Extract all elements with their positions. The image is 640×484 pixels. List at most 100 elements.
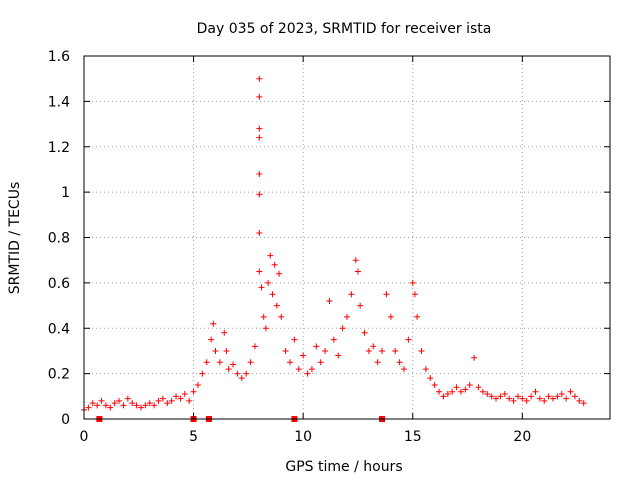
data-point <box>269 291 276 298</box>
x-tick-label: 20 <box>513 429 531 445</box>
data-point <box>379 347 386 354</box>
data-point <box>462 386 469 393</box>
data-point <box>405 336 412 343</box>
data-point <box>186 397 193 404</box>
data-point <box>265 279 272 286</box>
y-tick-label: 1.4 <box>48 94 70 110</box>
data-point <box>348 291 355 298</box>
data-point <box>418 347 425 354</box>
data-point <box>466 381 473 388</box>
chart-title: Day 035 of 2023, SRMTID for receiver ist… <box>197 21 492 37</box>
y-tick-label: 1.2 <box>48 140 70 156</box>
data-point <box>210 320 217 327</box>
data-point <box>361 329 368 336</box>
data-point <box>411 291 418 298</box>
data-point <box>475 384 482 391</box>
data-point <box>155 397 162 404</box>
data-point <box>137 404 144 411</box>
data-point <box>550 395 557 402</box>
data-point <box>142 402 149 409</box>
x-tick-label: 5 <box>189 429 198 445</box>
data-point <box>94 402 101 409</box>
y-tick-label: 1.6 <box>48 49 70 65</box>
data-points <box>81 75 587 413</box>
data-point <box>519 395 526 402</box>
data-point <box>234 370 241 377</box>
data-point <box>256 268 263 275</box>
data-point <box>383 291 390 298</box>
data-point <box>164 400 171 407</box>
y-tick-label: 1 <box>61 185 70 201</box>
data-point <box>558 391 565 398</box>
y-tick-label: 0.6 <box>48 276 70 292</box>
data-point <box>322 347 329 354</box>
y-tick-label: 0.8 <box>48 231 70 247</box>
data-point <box>273 302 280 309</box>
data-point <box>506 395 513 402</box>
data-point <box>256 93 263 100</box>
data-point <box>414 313 421 320</box>
data-point <box>400 366 407 373</box>
data-point <box>392 347 399 354</box>
data-point <box>514 393 521 400</box>
data-point <box>335 352 342 359</box>
data-point <box>422 366 429 373</box>
data-point <box>536 395 543 402</box>
data-point <box>238 375 245 382</box>
data-point <box>276 270 283 277</box>
y-axis-label: SRMTID / TECUs <box>7 182 23 295</box>
data-point <box>444 391 451 398</box>
data-point <box>223 347 230 354</box>
data-point <box>304 370 311 377</box>
data-point <box>300 352 307 359</box>
gridlines <box>84 56 610 419</box>
data-point <box>212 347 219 354</box>
data-point <box>256 125 263 132</box>
data-point <box>199 370 206 377</box>
data-point <box>267 252 274 259</box>
data-point <box>352 257 359 264</box>
data-point <box>225 366 232 373</box>
data-point <box>440 393 447 400</box>
y-tick-label: 0.4 <box>48 321 70 337</box>
data-point <box>523 397 530 404</box>
data-point <box>291 336 298 343</box>
data-point <box>98 397 105 404</box>
data-point <box>545 393 552 400</box>
data-point <box>271 261 278 268</box>
data-point <box>181 391 188 398</box>
data-point <box>409 279 416 286</box>
data-point <box>484 391 491 398</box>
data-point <box>102 402 109 409</box>
data-point <box>258 284 265 291</box>
data-point <box>330 336 337 343</box>
data-point <box>317 359 324 366</box>
data-point <box>203 359 210 366</box>
data-point <box>344 313 350 320</box>
data-point <box>528 393 535 400</box>
data-point <box>230 361 237 368</box>
data-point <box>216 359 223 366</box>
data-point <box>493 395 500 402</box>
data-point <box>576 397 583 404</box>
data-point <box>510 397 517 404</box>
axis-ticks: 0 0.2 0.4 0.6 0.8 1 1.2 1.4 1.6 0 5 10 15 20 <box>48 49 610 445</box>
data-point <box>256 170 263 177</box>
data-point <box>221 329 228 336</box>
data-point <box>133 402 140 409</box>
data-point <box>453 384 460 391</box>
data-point <box>168 397 175 404</box>
data-point <box>501 391 508 398</box>
data-point <box>146 400 153 407</box>
data-point <box>571 393 578 400</box>
data-point <box>436 388 443 395</box>
data-point <box>488 393 495 400</box>
data-point <box>251 343 258 350</box>
data-point <box>278 313 285 320</box>
data-point <box>190 388 197 395</box>
data-point <box>256 134 263 141</box>
data-point <box>457 388 464 395</box>
data-point <box>85 404 92 411</box>
data-point <box>471 354 478 361</box>
x-tick-label: 10 <box>294 429 312 445</box>
